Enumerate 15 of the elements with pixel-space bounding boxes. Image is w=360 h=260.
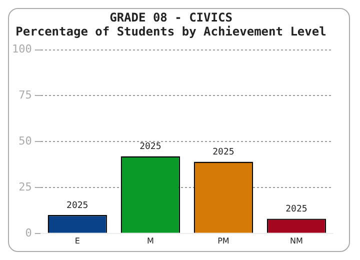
x-tick-label: PM: [218, 236, 230, 246]
y-tick-label: 50: [18, 134, 32, 148]
y-tick-label: 75: [18, 88, 32, 102]
y-tick-label: 0: [25, 226, 32, 240]
series-label: 2025: [286, 204, 308, 215]
x-tick-label: NM: [290, 236, 304, 246]
y-tick-label: 100: [12, 42, 32, 56]
x-tick-label: M: [146, 236, 154, 246]
chart-title: GRADE 08 - CIVICS: [110, 10, 232, 24]
text: 2025: [66, 200, 88, 211]
text: 2025: [212, 148, 234, 158]
text: 2025: [140, 142, 162, 152]
x-tick-label: E: [74, 236, 80, 246]
y-tick-label: 25: [18, 180, 32, 194]
chart-subtitle: Percentage of Students by Achievement Level: [16, 24, 326, 39]
